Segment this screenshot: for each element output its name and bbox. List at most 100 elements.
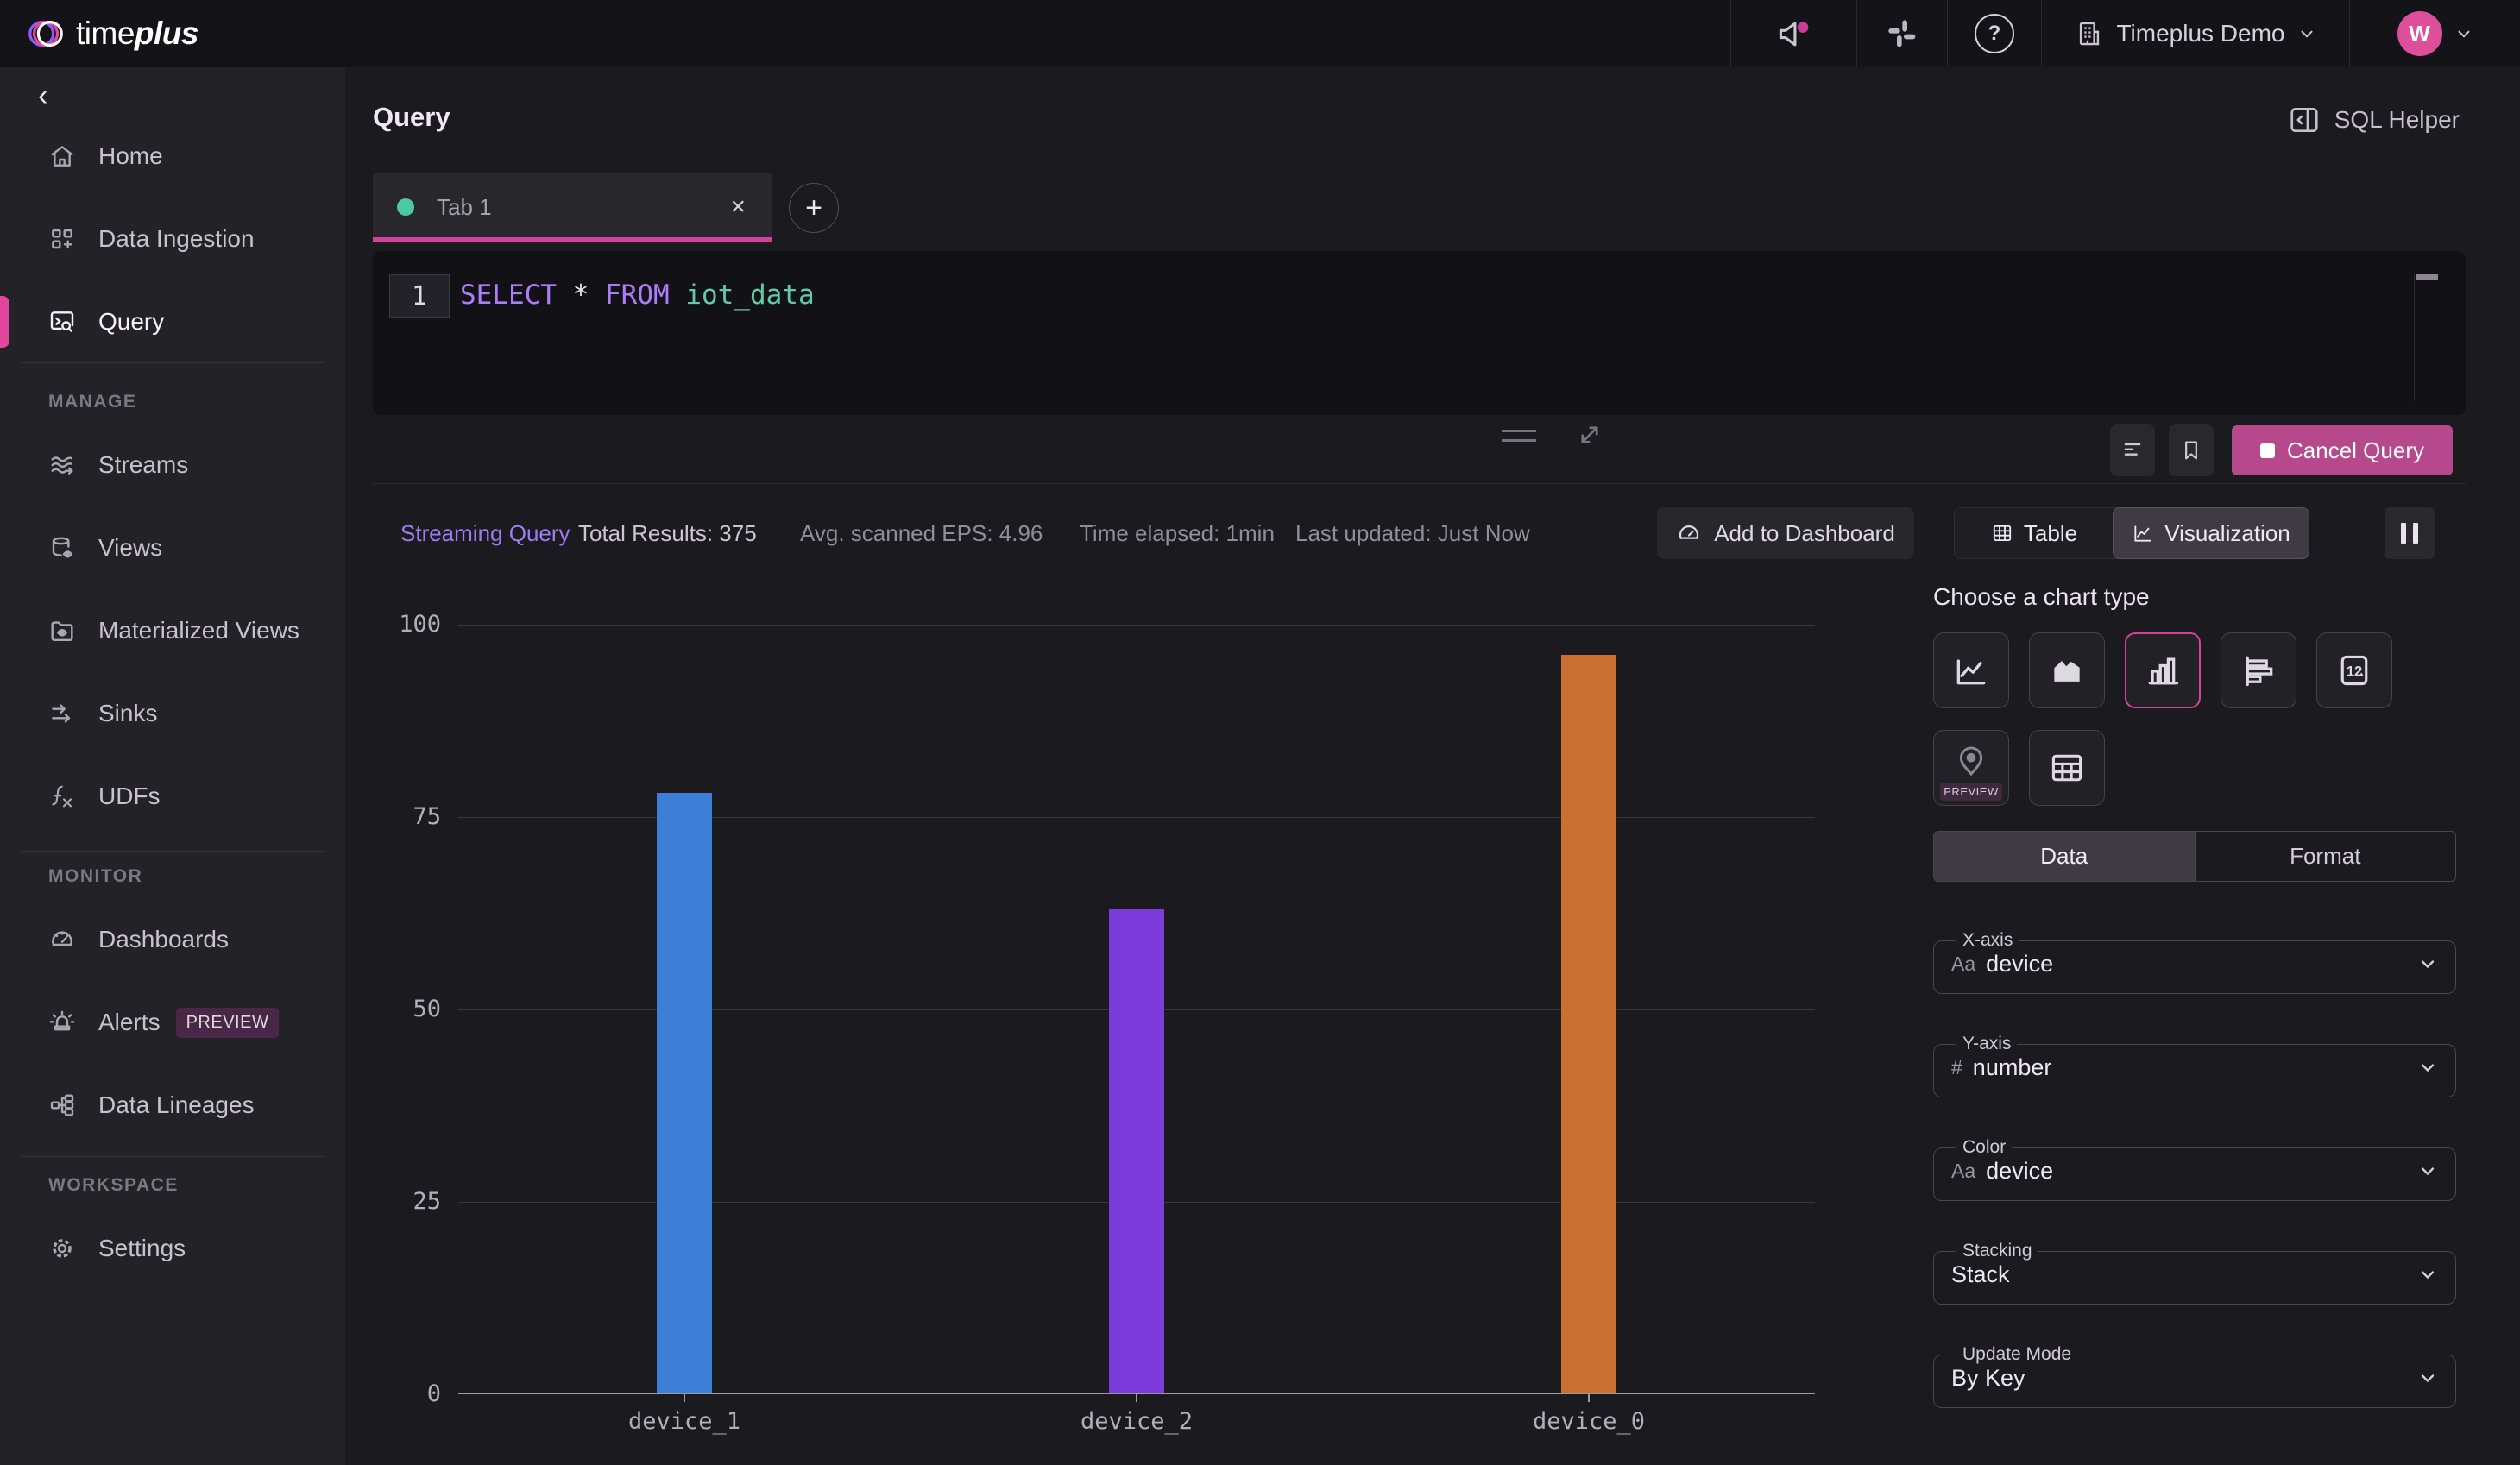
sidebar-item-data-lineages[interactable]: Data Lineages [0,1078,345,1133]
table-grid-icon [2051,754,2082,782]
top-bar: timeplus ? [0,0,2520,67]
sidebar-item-settings[interactable]: Settings [0,1221,345,1276]
sidebar-item-streams[interactable]: Streams [0,437,345,493]
last-updated-label: Last updated: Just Now [1295,519,1530,546]
result-view-switch: Table Visualization [1954,507,2309,559]
sidebar-item-data-ingestion[interactable]: Data Ingestion [0,211,345,267]
sql-code-line[interactable]: SELECT * FROM iot_data [460,274,815,316]
bookmark-button[interactable] [2169,424,2214,476]
total-results-label: Total Results: 375 [578,519,757,546]
x-category-label: device_0 [1532,1408,1646,1435]
chevron-down-icon [2417,1057,2438,1078]
line-chart-icon [1956,659,1986,685]
visualization-view-button[interactable]: Visualization [2113,507,2309,559]
sql-helper-button[interactable]: SQL Helper [2288,104,2460,136]
home-icon [51,146,73,167]
y-axis-select[interactable]: Y-axis # number [1933,1034,2456,1097]
slack-button[interactable] [1856,0,1947,67]
tab-data[interactable]: Data [1934,832,2195,881]
map-preview-badge: PREVIEW [1940,783,2002,801]
x-tick [1136,1394,1137,1402]
chart-type-map[interactable]: PREVIEW [1933,730,2009,806]
format-sql-button[interactable] [2110,424,2155,476]
sidebar-item-alerts[interactable]: Alerts PREVIEW [0,995,345,1050]
add-tab-button[interactable]: + [789,183,839,233]
chart-type-single-value[interactable]: 12 [2316,632,2392,708]
horizontal-bar-chart-icon [2246,656,2273,687]
sidebar-item-label: Alerts [98,1009,161,1035]
timeplus-rings-icon [26,14,66,53]
chart-type-horizontal-bar[interactable] [2221,632,2296,708]
color-select[interactable]: Color Aa device [1933,1137,2456,1201]
pause-icon [2401,523,2406,544]
time-elapsed-label: Time elapsed: 1min [1080,519,1275,546]
chart-type-bar[interactable] [2125,632,2201,708]
sidebar-item-query[interactable]: Query [0,294,345,349]
sql-table-identifier: iot_data [685,280,815,311]
sidebar-item-home[interactable]: Home [0,129,345,184]
sidebar-item-sinks[interactable]: Sinks [0,686,345,741]
bar-device_0[interactable] [1561,654,1616,1393]
sidebar-item-label: Streams [98,451,189,478]
stacking-select[interactable]: Stacking Stack [1933,1241,2456,1305]
y-tick-label: 50 [413,996,441,1022]
plus-icon: + [805,191,822,224]
avg-eps-label: Avg. scanned EPS: 4.96 [800,519,1043,546]
query-tab-1[interactable]: Tab 1 × [373,173,772,242]
gridline [458,816,1815,818]
sidebar-item-udfs[interactable]: UDFs [0,769,345,824]
sidebar-item-dashboards[interactable]: Dashboards [0,912,345,967]
chart-type-line[interactable] [1933,632,2009,708]
notifications-button[interactable] [1730,0,1856,67]
pause-query-button[interactable] [2385,507,2435,559]
chevron-down-icon [2417,1160,2438,1181]
add-to-dashboard-button[interactable]: Add to Dashboard [1657,507,1914,559]
editor-expand-icon[interactable] [1574,419,1605,450]
data-lineages-icon [50,1094,74,1116]
workspace-switcher[interactable]: Timeplus Demo [2041,0,2349,67]
field-label: Color [1962,1137,2007,1157]
sidebar-item-views[interactable]: Views [0,520,345,575]
tab-format[interactable]: Format [2194,832,2456,881]
y-tick-label: 75 [413,803,441,830]
sidebar-item-label: Settings [98,1235,186,1261]
sidebar-item-label: Dashboards [98,926,229,953]
page-title: Query [373,102,450,132]
update-mode-select[interactable]: Update Mode By Key [1933,1344,2456,1408]
help-button[interactable]: ? [1947,0,2041,67]
user-menu[interactable]: W [2349,0,2520,67]
bookmark-icon [2185,441,2197,460]
y-tick-label: 25 [413,1188,441,1215]
x-axis-select[interactable]: X-axis Aa device [1933,930,2456,994]
sidebar-item-label: Sinks [98,700,158,726]
tab-close-icon[interactable]: × [730,192,746,221]
field-label: Y-axis [1962,1034,2012,1053]
table-view-button[interactable]: Table [1955,508,2114,558]
x-category-label: device_2 [1080,1408,1194,1435]
udfs-icon [52,785,72,808]
chart-type-area[interactable] [2029,632,2105,708]
field-value: By Key [1951,1364,2025,1391]
editor-scrollbar-thumb[interactable] [2416,274,2438,280]
chevron-down-icon [2417,1264,2438,1285]
bar-device_2[interactable] [1109,909,1164,1393]
sql-editor[interactable]: 1 SELECT * FROM iot_data [373,251,2466,415]
chart-type-table[interactable] [2029,730,2105,806]
editor-resize-handle[interactable] [1502,430,1536,449]
materialized-views-icon [51,621,73,641]
views-icon [52,537,73,558]
bar-device_1[interactable] [657,793,712,1393]
sidebar-section-monitor: MONITOR [48,866,143,886]
line-number-gutter: 1 [389,274,450,318]
timeplus-logo[interactable]: timeplus [0,14,198,53]
streams-icon [51,456,73,475]
sidebar-collapse-button[interactable]: ‹ [38,79,48,112]
cancel-query-button[interactable]: Cancel Query [2232,425,2453,475]
sidebar-item-materialized-views[interactable]: Materialized Views [0,603,345,658]
sidebar: ‹ Home Data Ingestion Query MANAGE Strea… [0,67,345,1465]
sql-keyword: SELECT [460,280,557,311]
chart-line-icon [2134,525,2151,542]
number-type-icon: # [1951,1055,1962,1078]
field-label: Stacking [1962,1241,2032,1261]
tab-running-dot [397,198,414,216]
